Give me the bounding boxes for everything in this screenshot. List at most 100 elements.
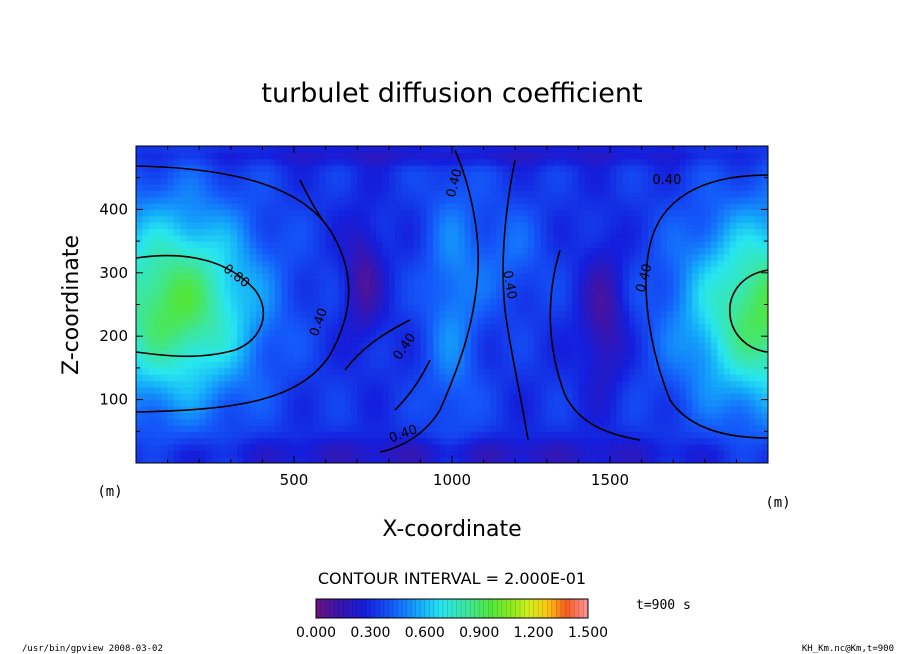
heatmap-cell: [616, 285, 624, 293]
heatmap-cell: [458, 146, 466, 153]
heatmap-cell: [224, 361, 232, 369]
heatmap-cell: [591, 146, 598, 153]
heatmap-cell: [262, 374, 270, 382]
heatmap-cell: [698, 247, 706, 255]
heatmap-cell: [470, 348, 478, 356]
heatmap-cell: [470, 152, 478, 160]
heatmap-cell: [452, 171, 459, 179]
heatmap-cell: [363, 158, 371, 166]
heatmap-cell: [565, 418, 573, 426]
heatmap-cell: [502, 203, 510, 210]
heatmap-cell: [211, 165, 219, 172]
heatmap-cell: [647, 152, 655, 160]
heatmap-cell: [452, 272, 459, 280]
heatmap-cell: [369, 146, 377, 153]
heatmap-cell: [401, 418, 409, 426]
heatmap-cell: [363, 380, 371, 388]
heatmap-cell: [161, 424, 169, 432]
heatmap-cell: [180, 355, 188, 363]
heatmap-cell: [395, 418, 403, 426]
heatmap-cell: [616, 234, 624, 242]
heatmap-cell: [407, 355, 415, 363]
heatmap-cell: [148, 234, 156, 242]
heatmap-cell: [357, 222, 365, 230]
heatmap-cell: [603, 171, 611, 179]
heatmap-cell: [401, 310, 409, 318]
heatmap-cell: [426, 279, 434, 287]
heatmap-cell: [230, 222, 238, 230]
heatmap-cell: [312, 304, 320, 312]
heatmap-cell: [483, 234, 491, 242]
heatmap-cell: [142, 228, 150, 236]
heatmap-cell: [287, 310, 295, 318]
heatmap-cell: [483, 456, 491, 463]
heatmap-cell: [711, 329, 719, 337]
heatmap-cell: [749, 190, 756, 198]
heatmap-cell: [243, 380, 251, 388]
heatmap-cell: [262, 424, 270, 432]
heatmap-cell: [458, 190, 466, 198]
heatmap-cell: [382, 405, 390, 413]
heatmap-cell: [730, 215, 737, 223]
heatmap-cell: [300, 317, 308, 325]
heatmap-cell: [382, 424, 390, 432]
heatmap-cell: [578, 222, 586, 230]
heatmap-cell: [685, 215, 693, 223]
heatmap-cell: [591, 304, 598, 312]
heatmap-cell: [376, 443, 384, 451]
heatmap-cell: [584, 196, 592, 204]
heatmap-cell: [249, 437, 257, 445]
heatmap-cell: [635, 323, 643, 331]
heatmap-cell: [388, 291, 396, 299]
heatmap-cell: [483, 266, 491, 274]
heatmap-cell: [262, 380, 270, 388]
heatmap-cell: [534, 196, 542, 204]
heatmap-cell: [628, 298, 636, 306]
heatmap-cell: [660, 184, 668, 191]
heatmap-cell: [584, 158, 592, 166]
heatmap-cell: [635, 247, 643, 255]
heatmap-cell: [717, 431, 725, 439]
heatmap-cell: [426, 431, 434, 439]
heatmap-cell: [199, 431, 207, 439]
heatmap-cell: [452, 348, 459, 356]
heatmap-cell: [439, 374, 447, 382]
heatmap-cell: [508, 285, 516, 293]
heatmap-cell: [312, 266, 320, 274]
heatmap-cell: [603, 234, 611, 242]
heatmap-cell: [199, 323, 207, 331]
heatmap-cell: [559, 190, 567, 198]
heatmap-cell: [736, 323, 744, 331]
heatmap-cell: [742, 152, 750, 160]
heatmap-cell: [249, 165, 257, 172]
heatmap-cell: [660, 285, 668, 293]
heatmap-cell: [319, 310, 327, 318]
heatmap-cell: [167, 152, 175, 160]
heatmap-cell: [578, 260, 586, 268]
heatmap-cell: [294, 266, 301, 274]
heatmap-cell: [635, 266, 643, 274]
heatmap-cell: [161, 158, 169, 166]
heatmap-cell: [249, 323, 257, 331]
heatmap-cell: [224, 317, 232, 325]
heatmap-cell: [628, 405, 636, 413]
heatmap-cell: [603, 355, 611, 363]
heatmap-cell: [464, 190, 472, 198]
heatmap-cell: [641, 386, 649, 394]
heatmap-cell: [540, 361, 548, 369]
heatmap-cell: [331, 171, 339, 179]
heatmap-cell: [584, 443, 592, 451]
heatmap-cell: [666, 456, 674, 463]
heatmap-cell: [647, 260, 655, 268]
heatmap-cell: [218, 247, 226, 255]
heatmap-cell: [496, 152, 504, 160]
heatmap-cell: [331, 253, 339, 261]
heatmap-cell: [376, 184, 384, 191]
heatmap-cell: [167, 247, 175, 255]
heatmap-cell: [312, 431, 320, 439]
heatmap-cell: [357, 329, 365, 337]
heatmap-cell: [559, 253, 567, 261]
heatmap-cell: [420, 260, 428, 268]
heatmap-cell: [294, 456, 301, 463]
heatmap-cell: [414, 380, 421, 388]
